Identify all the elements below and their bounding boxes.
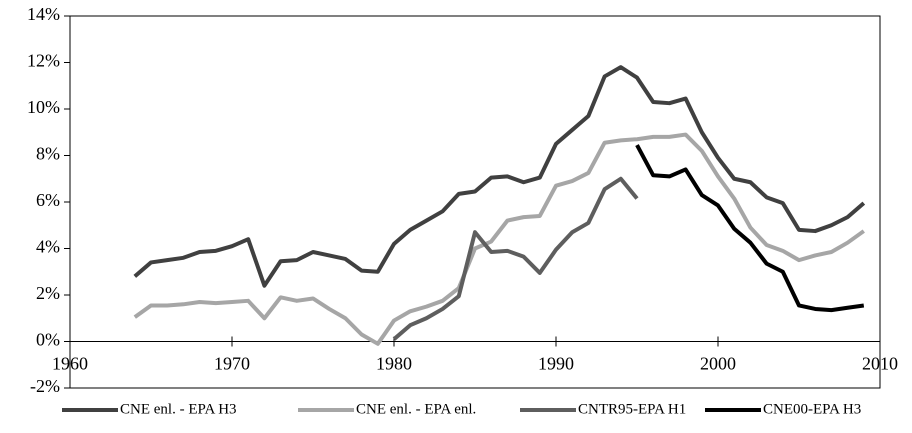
y-tick-label: 8% [36, 144, 60, 164]
x-tick-label: 1980 [376, 354, 412, 374]
y-tick-label: 6% [36, 190, 60, 210]
series-line [392, 176, 639, 341]
y-tick-label: 2% [36, 283, 60, 303]
y-tick-label: 14% [27, 4, 60, 24]
series-line [133, 132, 865, 346]
y-tick-label: 12% [27, 51, 60, 71]
x-tick-label: 1990 [538, 354, 574, 374]
x-tick-label: 2000 [700, 354, 736, 374]
legend-label: CNTR95-EPA H1 [578, 401, 686, 417]
x-tick-label: 1960 [52, 354, 88, 374]
series-line [635, 144, 865, 313]
y-tick-label: 4% [36, 237, 60, 257]
x-tick-label: 2010 [862, 354, 898, 374]
series-line [133, 65, 866, 288]
legend-label: CNE enl. - EPA enl. [356, 401, 476, 417]
y-tick-label: 0% [36, 330, 60, 350]
x-tick-label: 1970 [214, 354, 250, 374]
y-tick-label: -2% [30, 376, 60, 396]
legend-label: CNE enl. - EPA H3 [120, 401, 237, 417]
y-tick-label: 10% [27, 97, 60, 117]
legend-label: CNE00-EPA H3 [763, 401, 861, 417]
plot-frame [69, 15, 881, 389]
